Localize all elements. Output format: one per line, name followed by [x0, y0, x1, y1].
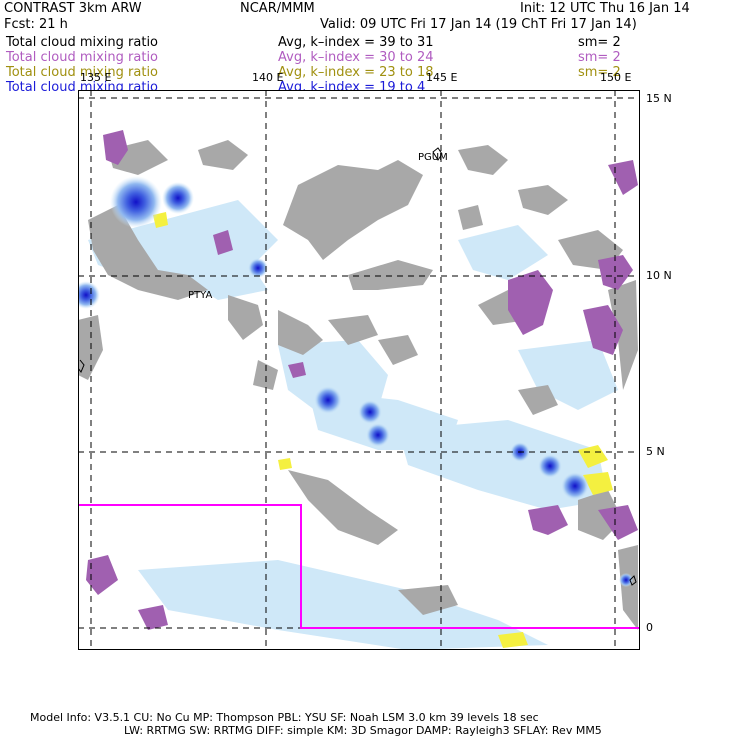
init-time: Init: 12 UTC Thu 16 Jan 14: [520, 1, 690, 16]
map-frame: [78, 90, 640, 650]
station-label-pgum: PGUM: [418, 152, 448, 163]
lat-label-5n: 5 N: [646, 445, 665, 458]
lat-label-0: 0: [646, 621, 653, 634]
valid-time: Valid: 09 UTC Fri 17 Jan 14 (19 ChT Fri …: [320, 17, 637, 32]
model-title: CONTRAST 3km ARW: [4, 1, 142, 16]
lon-label-140e: 140 E: [252, 71, 284, 84]
field-sm-1: sm= 2: [578, 35, 621, 50]
lon-label-135e: 135 E: [80, 71, 112, 84]
model-info-line-2: LW: RRTMG SW: RRTMG DIFF: simple KM: 3D …: [124, 724, 602, 737]
cloud-map: [78, 90, 640, 650]
field-name-3: Total cloud mixing ratio: [6, 65, 159, 80]
lon-label-150e: 150 E: [600, 71, 632, 84]
model-info-line-1: Model Info: V3.5.1 CU: No Cu MP: Thompso…: [30, 711, 539, 724]
blue-convective-cores: [78, 176, 633, 587]
lat-lon-grid: [78, 90, 640, 650]
field-name-1: Total cloud mixing ratio: [6, 35, 159, 50]
forecast-hour: Fcst: 21 h: [4, 17, 68, 32]
field-sm-2: sm= 2: [578, 50, 621, 65]
field-avg-2: Avg, k–index = 30 to 24: [278, 50, 434, 65]
lat-label-10n: 10 N: [646, 269, 672, 282]
inner-domain-box: [78, 504, 640, 629]
field-avg-3: Avg, k–index = 23 to 18: [278, 65, 434, 80]
lat-label-15n: 15 N: [646, 92, 672, 105]
island-outlines: [78, 147, 637, 586]
field-name-2: Total cloud mixing ratio: [6, 50, 159, 65]
field-avg-1: Avg, k–index = 39 to 31: [278, 35, 434, 50]
center-label: NCAR/MMM: [240, 1, 315, 16]
station-label-ptya: PTYA: [188, 290, 213, 301]
lon-label-145e: 145 E: [426, 71, 458, 84]
field-sm-3: sm= 2: [578, 65, 621, 80]
